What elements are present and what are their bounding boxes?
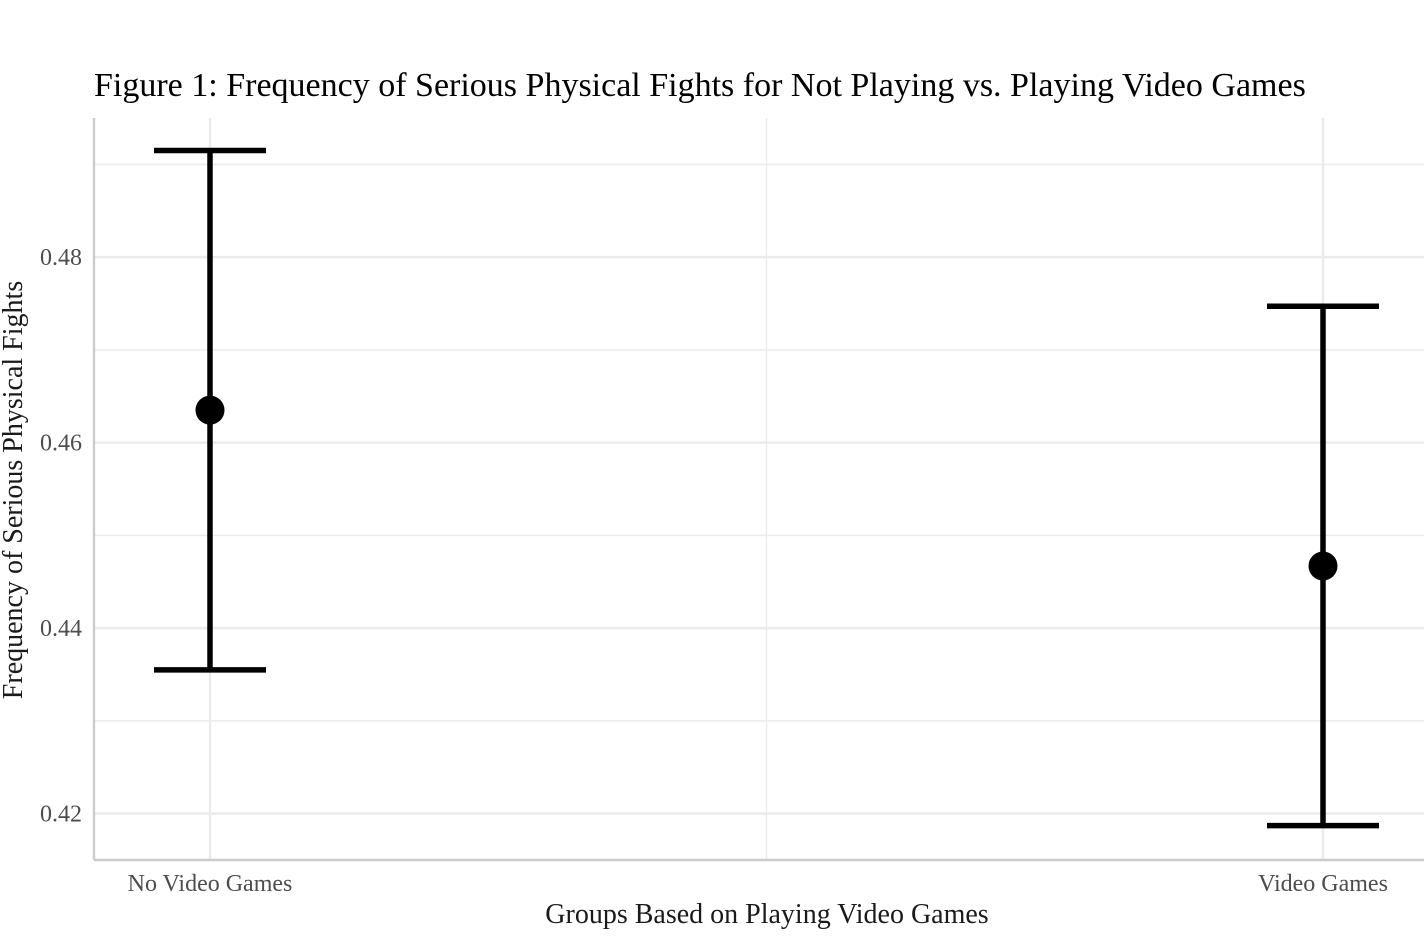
mean-point [1308,551,1338,581]
y-tick-label: 0.48 [40,245,82,271]
y-axis-title: Frequency of Serious Physical Fights [0,281,29,699]
chart-title: Figure 1: Frequency of Serious Physical … [94,67,1306,104]
grid [94,118,1424,860]
mean-point [195,395,225,425]
y-tick-label: 0.42 [40,802,82,828]
x-axis-title: Groups Based on Playing Video Games [545,899,988,930]
y-tick-label: 0.44 [40,616,82,642]
y-tick-label: 0.46 [40,431,82,457]
x-tick-label: No Video Games [128,871,293,897]
x-tick-label: Video Games [1258,871,1388,897]
axes [92,118,1424,862]
tick-labels: 0.42 0.44 0.46 0.48 No Video Games Video Game… [40,245,1388,897]
marks [154,147,1379,829]
